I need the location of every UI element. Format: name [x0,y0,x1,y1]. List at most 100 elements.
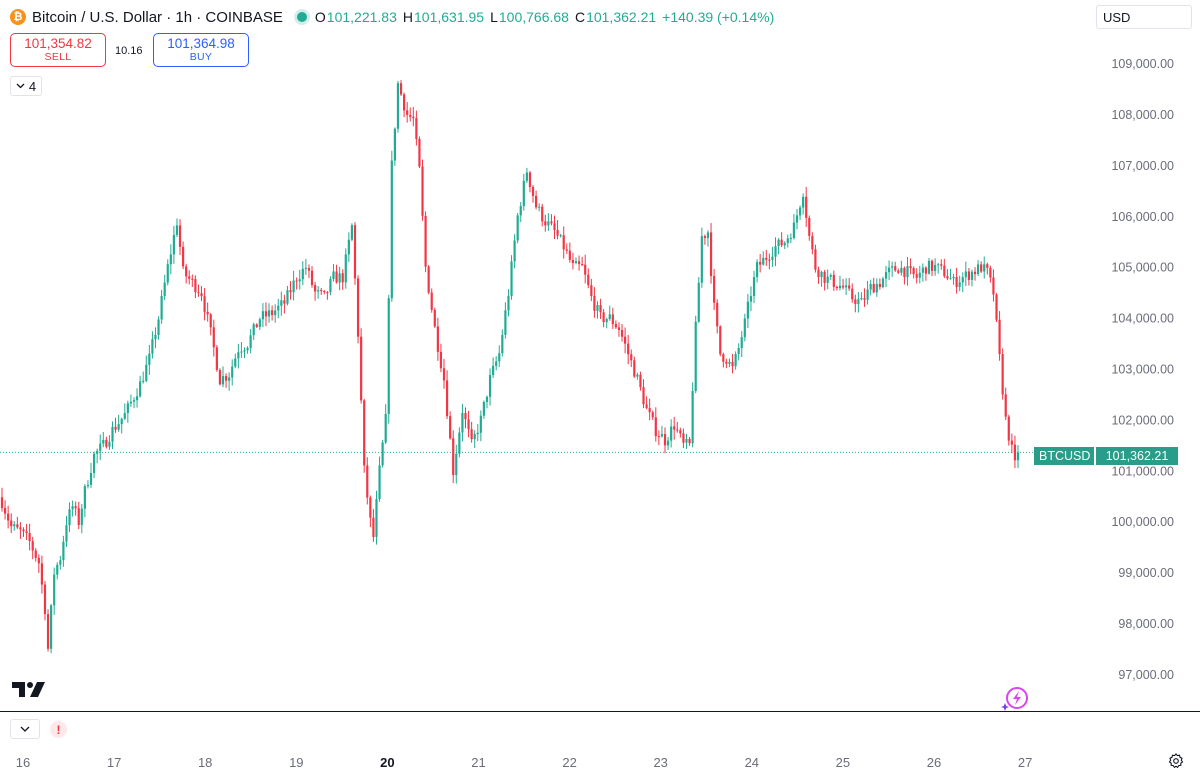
candle [547,213,550,231]
candle [326,290,329,300]
candle [608,305,611,321]
candle [792,213,796,240]
candle [703,234,707,245]
candle [218,368,222,386]
y-axis-tick-label: 109,000.00 [1111,57,1174,71]
candle [559,233,562,238]
y-axis-tick-label: 97,000.00 [1118,668,1174,682]
candle [283,294,286,314]
candle [581,256,584,267]
candle [995,293,998,322]
candle [900,260,903,276]
alert-icon[interactable]: ! [50,721,67,738]
candle [630,349,633,368]
candle [228,372,231,391]
candle [805,186,808,228]
candle [538,203,541,212]
candle [587,268,590,289]
candle [709,223,713,284]
x-axis-tick-label: 17 [107,755,121,770]
ohlc-close-label: C [574,9,586,25]
candle [360,328,363,404]
candle [307,264,311,279]
candle [820,270,823,287]
symbol-title[interactable]: Bitcoin / U.S. Dollar · 1h · COINBASE [32,8,283,26]
indicators-toggle-button[interactable]: 4 [10,76,42,96]
candle [396,80,400,133]
candle [869,279,872,296]
buy-button[interactable]: 101,364.98 BUY [153,33,249,67]
candle [795,209,799,230]
y-axis-tick-label: 99,000.00 [1118,566,1174,580]
candle [120,417,123,434]
candle [83,484,86,518]
candle [363,398,366,473]
tradingview-logo-icon[interactable] [12,680,46,698]
candle [516,212,519,244]
price-tag-value: 101,362.21 [1096,447,1178,465]
candle [461,403,464,442]
candle [774,237,777,267]
candle [406,101,409,123]
candle [645,396,648,410]
candle [841,278,845,290]
candle [320,288,323,295]
candle [25,523,28,540]
candle [633,356,636,378]
candle [160,289,163,324]
candle [768,253,771,270]
candle [743,313,746,342]
candle [470,421,473,443]
candle [627,334,630,365]
sell-price: 101,354.82 [24,36,92,51]
candle [872,277,875,294]
candle [970,269,974,287]
candle [280,291,283,316]
candle [1007,414,1010,446]
candle [59,555,62,570]
candle [56,562,59,580]
y-axis-tick-label: 105,000.00 [1111,261,1174,275]
candle [513,234,516,269]
candle [602,309,605,328]
candle [289,281,292,300]
candle [50,603,53,654]
candle [967,267,970,286]
ohlc-high-value: 101,631.95 [414,9,485,25]
candle [660,425,664,438]
sell-button[interactable]: 101,354.82 SELL [10,33,106,67]
candle [86,480,90,489]
candle [875,278,878,297]
candle [777,238,780,255]
candle [734,351,737,370]
candle [295,277,298,290]
candle [528,171,532,193]
ohlc-low-label: L [490,9,498,25]
x-axis-tick-label: 20 [380,755,394,770]
candle [7,505,10,529]
candle [421,159,424,221]
currency-selector[interactable]: USD [1096,5,1192,29]
candle [759,253,762,273]
candle [37,554,40,573]
candle [298,269,301,290]
collapse-panel-button[interactable] [10,719,40,739]
candle [584,254,587,284]
candle [427,264,430,295]
candle [832,270,835,291]
y-axis-tick-label: 108,000.00 [1111,108,1174,122]
settings-gear-icon[interactable] [1168,753,1184,769]
candle [765,249,768,266]
candle [562,226,565,259]
candle [445,370,449,420]
ai-assistant-icon[interactable] [1000,686,1030,712]
candle [670,419,673,448]
candle [185,263,188,284]
candle [878,278,881,290]
candle [237,343,240,369]
candle [178,219,182,255]
candle [731,353,734,374]
candle [304,258,307,275]
candle [292,270,295,301]
